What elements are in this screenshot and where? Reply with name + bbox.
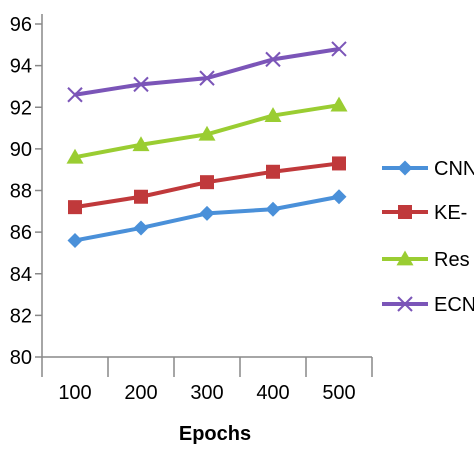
y-axis: 80 82 84 86 88 90 92 94 96: [10, 14, 43, 369]
data-point-ecn: [67, 87, 83, 103]
x-marker-stroke: [199, 70, 215, 86]
legend-label: Res: [434, 249, 470, 271]
data-point-ke: [332, 156, 346, 171]
x-axis: 100 200 300 400 500: [41, 356, 373, 404]
data-point-res: [264, 107, 282, 122]
data-point-cnn: [265, 201, 281, 217]
x-marker-stroke: [67, 87, 83, 103]
x-marker-stroke: [133, 76, 149, 93]
legend-entry-ke: KE-: [382, 202, 467, 224]
data-point-ecn: [331, 41, 347, 57]
series-ke: [68, 156, 346, 215]
data-point-cnn: [67, 232, 83, 248]
y-tick-label: 84: [10, 264, 32, 286]
legend: CNN KE- Res ECN: [382, 158, 474, 316]
x-marker-stroke: [397, 296, 413, 312]
data-point-res: [330, 96, 348, 112]
legend-label: ECN: [434, 294, 474, 316]
y-tick-label: 88: [10, 181, 32, 203]
series-lines: [66, 41, 348, 248]
data-point-cnn: [331, 189, 347, 205]
x-marker-stroke: [331, 41, 347, 57]
legend-marker: [398, 205, 412, 219]
y-tick-label: 94: [10, 56, 32, 78]
data-point-res: [198, 125, 216, 141]
legend-marker: [396, 250, 414, 266]
data-point-cnn: [199, 205, 215, 221]
legend-label: CNN: [434, 158, 474, 180]
data-point-ecn: [199, 70, 215, 86]
legend-entry-ecn: ECN: [382, 294, 474, 316]
legend-entry-res: Res: [382, 249, 470, 271]
y-tick-label: 90: [10, 139, 32, 161]
y-tick-label: 96: [10, 14, 32, 36]
y-tick-label: 80: [10, 347, 32, 369]
data-point-res: [132, 136, 150, 152]
data-point-ecn: [265, 51, 281, 68]
y-tick-label: 92: [10, 97, 32, 119]
y-tick-label: 82: [10, 305, 32, 327]
x-tick-label: 400: [256, 382, 289, 404]
data-point-cnn: [133, 220, 149, 236]
legend-label: KE-: [434, 202, 467, 224]
x-axis-label: Epochs: [179, 423, 251, 445]
series-cnn: [67, 189, 347, 248]
data-point-ke: [266, 164, 280, 179]
series-line-ecn: [74, 46, 340, 97]
legend-marker: [397, 160, 413, 176]
x-tick-label: 300: [190, 382, 223, 404]
x-tick-label: 500: [322, 382, 355, 404]
data-point-ecn: [133, 76, 149, 93]
series-res: [66, 96, 348, 164]
data-point-res: [66, 148, 84, 164]
legend-entry-cnn: CNN: [382, 158, 474, 180]
data-point-ke: [200, 175, 214, 190]
legend-marker: [397, 296, 413, 312]
data-point-ke: [134, 189, 148, 204]
series-ecn: [67, 41, 347, 103]
data-point-ke: [68, 200, 82, 215]
x-tick-label: 100: [58, 382, 91, 404]
y-tick-label: 86: [10, 222, 32, 244]
x-tick-label: 200: [124, 382, 157, 404]
x-marker-stroke: [265, 51, 281, 68]
